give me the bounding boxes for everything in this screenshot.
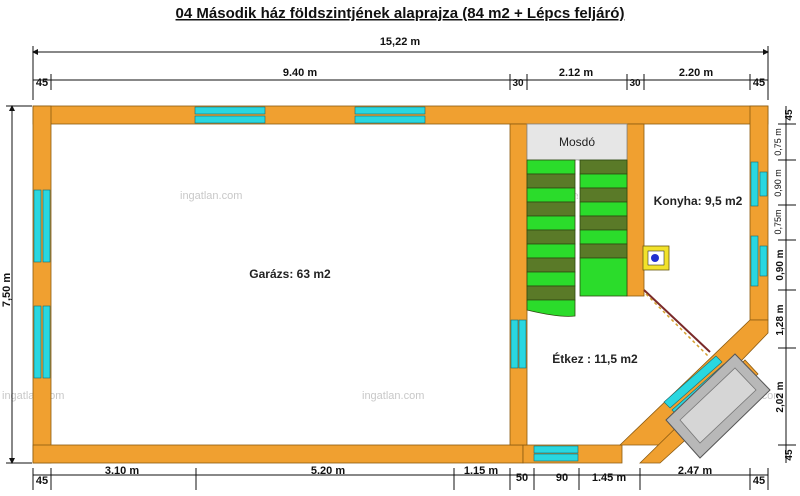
window [194,106,266,115]
window [33,189,42,263]
dim-bottom-6: 1.45 m [592,472,626,484]
window [759,245,768,277]
dim-bottom-7: 2.47 m [678,465,712,477]
dim-top-1: 9.40 m [283,67,317,79]
window [354,115,426,124]
window [533,445,579,454]
bathtub [665,353,771,459]
window [750,161,759,207]
window [510,319,519,369]
windows [33,106,768,462]
window [750,235,759,287]
dim-total-width: 15,22 m [380,36,421,48]
dim-right-1: 0,75 m [773,128,783,156]
dim-right-5: 1,28 m [775,304,786,335]
dim-top-4: 30 [629,78,641,89]
window [33,305,42,379]
window [354,106,426,115]
window [518,319,527,369]
window [42,305,51,379]
dim-right-2: 0,90 m [773,169,783,197]
dim-right-4: 0,90 m [775,249,786,280]
dimension-left-height: 7,50 m [1,105,32,464]
dimension-top: 45 9.40 m 30 2.12 m 30 2.20 m 45 [33,67,768,90]
dim-bottom-3: 1.15 m [464,465,498,477]
room-dining: Étkez : 11,5 m2 [552,351,638,366]
dim-top-2: 30 [512,78,524,89]
dim-bottom-8: 45 [753,475,765,487]
dim-top-3: 2.12 m [559,67,593,79]
dim-right-6: 2,02 m [775,381,786,412]
window [533,453,579,462]
exterior-walls [32,105,769,464]
room-kitchen: Konyha: 9,5 m2 [654,194,743,208]
staircase [526,159,628,317]
dim-right-0: 45 [784,109,795,121]
watermark: ingatlan.com [180,190,242,202]
dim-top-0: 45 [36,77,48,89]
dimension-total-width: 15,22 m [32,36,769,100]
stove [642,245,670,271]
dim-top-5: 2.20 m [679,67,713,79]
window [194,115,266,124]
page-title: 04 Második ház földszintjének alaprajza … [176,5,625,22]
washroom: Mosdó [526,123,628,161]
dim-top-6: 45 [753,77,765,89]
window [759,171,768,197]
room-garage: Garázs: 63 m2 [249,267,331,281]
dim-bottom-0: 45 [36,475,48,487]
dimension-right: 45 0,75 m 0,90 m 0,75m 0,90 m 1,28 m 2,0… [773,106,796,463]
dimension-bottom: 45 3.10 m 5.20 m 1.15 m 50 90 1.45 m 2.4… [32,465,769,490]
dim-right-7: 45 [784,449,795,461]
window [42,189,51,263]
dim-bottom-2: 5.20 m [311,465,345,477]
window [663,355,723,409]
diagonal-partition [643,289,711,357]
dim-bottom-4: 50 [516,472,528,484]
room-washroom: Mosdó [559,135,595,149]
dim-bottom-5: 90 [556,472,568,484]
dim-left-height: 7,50 m [1,273,13,307]
dim-right-3: 0,75m [773,209,783,234]
watermark: ingatlan.com [362,390,424,402]
dim-bottom-1: 3.10 m [105,465,139,477]
